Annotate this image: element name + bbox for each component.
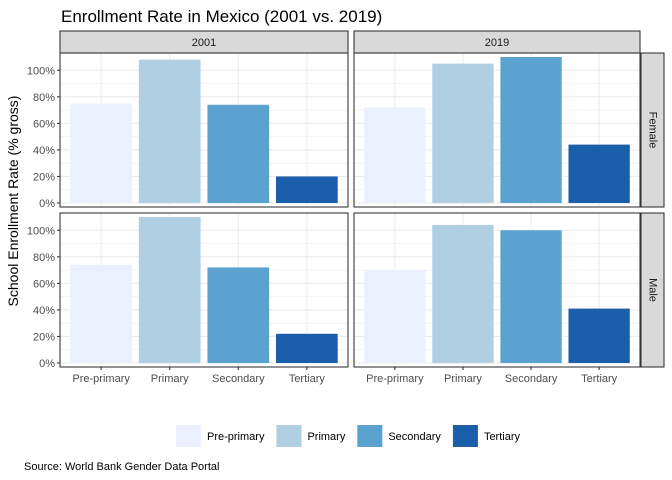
- bar-2001-male-primary: [138, 216, 201, 364]
- panel-border: [353, 212, 641, 368]
- y-tick-label: 20%: [33, 171, 55, 183]
- x-tick-label: Tertiary: [581, 373, 618, 385]
- facet-panels: 2001 2019 Female Male 0% 20% 40% 60% 80% 100% 0% 20…: [27, 30, 665, 385]
- x-tick-label: Pre-primary: [366, 373, 424, 385]
- bar-2019-male-pre-primary: [364, 270, 426, 364]
- panel-2019-male: Pre-primary Primary Secondary Tertiary: [353, 212, 641, 385]
- y-tick-label: 80%: [33, 252, 55, 264]
- legend-key-secondary: [357, 425, 383, 447]
- x-tick-label: Primary: [444, 373, 482, 385]
- x-tick-label: Secondary: [212, 373, 265, 385]
- x-tick-label: Primary: [151, 373, 189, 385]
- y-tick-label: 0%: [39, 198, 55, 210]
- x-tick-label: Pre-primary: [72, 373, 130, 385]
- bar-2019-female-pre-primary: [364, 107, 426, 204]
- bar-2001-male-pre-primary: [70, 264, 132, 364]
- x-tick-label: Tertiary: [289, 373, 326, 385]
- panel-2001-male: 0% 20% 40% 60% 80% 100% Pre-primary Primary Seco…: [27, 212, 349, 385]
- bar-2001-female-pre-primary: [70, 103, 132, 204]
- legend-key-pre-primary: [176, 425, 201, 447]
- panel-border: [353, 52, 641, 208]
- panel-border: [59, 52, 349, 208]
- y-axis-title: School Enrollment Rate (% gross): [5, 96, 21, 307]
- chart-title: Enrollment Rate in Mexico (2001 vs. 2019…: [61, 7, 382, 26]
- facet-strip-label-male: Male: [647, 278, 659, 302]
- y-tick-label: 20%: [33, 331, 55, 343]
- panel-border: [59, 212, 349, 368]
- facet-strip-female: [640, 52, 665, 208]
- source-caption: Source: World Bank Gender Data Portal: [24, 461, 219, 473]
- y-tick-label: 40%: [33, 145, 55, 157]
- bar-2019-male-primary: [432, 224, 494, 364]
- legend-key-primary: [276, 425, 302, 447]
- y-tick-label: 100%: [27, 225, 55, 237]
- bar-2001-female-primary: [138, 59, 201, 204]
- legend-key-tertiary: [452, 425, 478, 447]
- facet-strip-male: [640, 212, 665, 368]
- bar-2001-female-secondary: [207, 104, 270, 204]
- legend-label: Secondary: [388, 431, 441, 443]
- y-tick-label: 0%: [39, 358, 55, 370]
- facet-strip-label-female: Female: [647, 112, 659, 149]
- legend-label: Tertiary: [484, 431, 521, 443]
- bar-2019-female-tertiary: [568, 144, 630, 204]
- legend: Pre-primary Primary Secondary Tertiary: [176, 425, 520, 447]
- legend-label: Primary: [307, 431, 345, 443]
- x-tick-label: Secondary: [505, 373, 558, 385]
- panel-2019-female: [353, 52, 641, 208]
- facet-strip-label-2001: 2001: [192, 37, 216, 49]
- bar-2001-male-tertiary: [276, 333, 338, 364]
- bar-2019-female-primary: [432, 63, 494, 204]
- bar-2001-male-secondary: [207, 267, 270, 364]
- y-tick-label: 60%: [33, 118, 55, 130]
- bar-2001-female-tertiary: [276, 176, 338, 204]
- panel-2001-female: 0% 20% 40% 60% 80% 100%: [27, 52, 349, 210]
- facet-strip-label-2019: 2019: [485, 37, 509, 49]
- y-tick-label: 60%: [33, 278, 55, 290]
- y-tick-label: 40%: [33, 305, 55, 317]
- bar-2019-male-tertiary: [568, 308, 630, 364]
- bar-2019-male-secondary: [500, 230, 562, 364]
- y-tick-label: 80%: [33, 92, 55, 104]
- legend-label: Pre-primary: [207, 431, 265, 443]
- bar-2019-female-secondary: [500, 56, 562, 204]
- y-tick-label: 100%: [27, 65, 55, 77]
